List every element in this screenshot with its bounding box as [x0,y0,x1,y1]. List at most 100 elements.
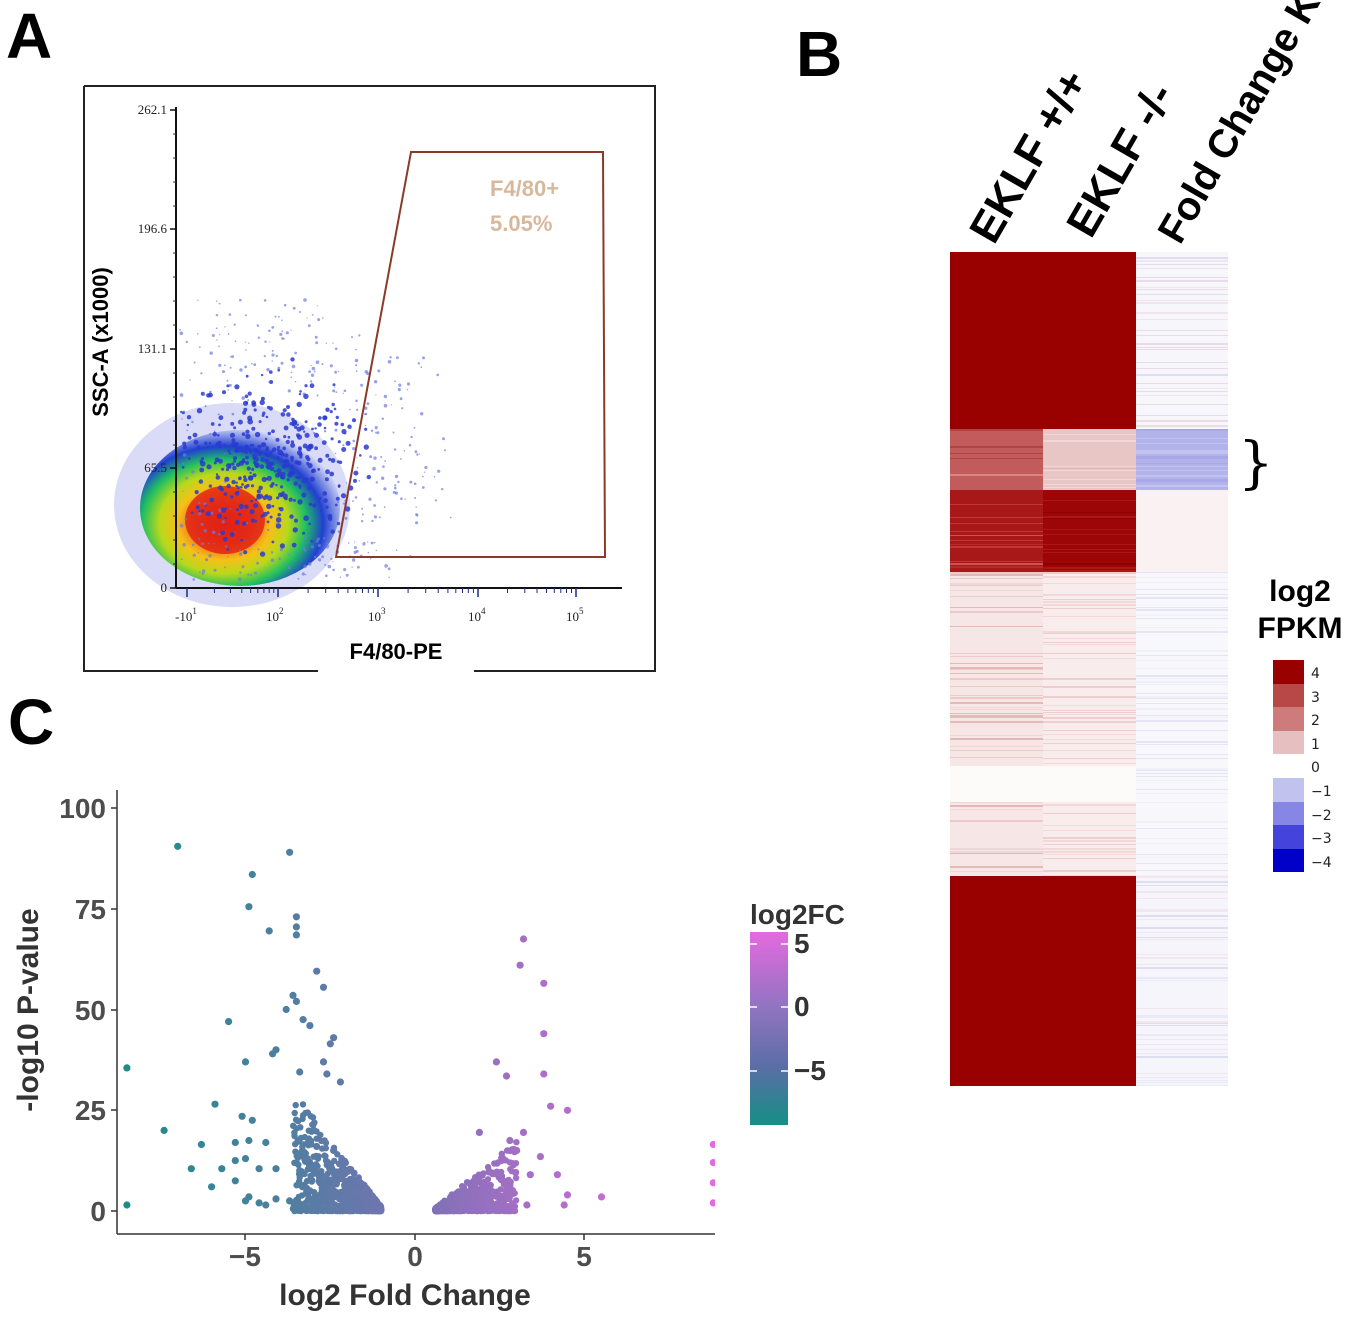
heatmap-row [1043,653,1136,654]
heatmap-row [950,702,1043,704]
volcano-point [471,1207,478,1214]
flow-event [397,480,400,484]
flow-event [383,394,388,399]
flow-event [231,400,233,402]
flow-event [228,313,232,316]
volcano-point [340,1157,347,1164]
heatmap-row [1136,368,1228,369]
flow-event [361,520,364,523]
flow-event [423,471,426,473]
heatmap-row [1043,604,1136,606]
flow-event [237,419,243,425]
flow-event [382,465,385,468]
flow-event [283,563,286,566]
flow-event [355,370,358,372]
volcano-point [297,1124,304,1131]
flow-event [267,431,271,436]
flow-event [400,497,403,501]
flow-event [436,373,440,377]
heatmap-row [1043,739,1136,740]
flow-event [328,544,330,546]
flow-event [247,418,253,425]
flow-event [224,516,227,520]
flow-event [229,452,232,455]
volcano-point [492,1170,499,1178]
heatmap-row [1043,594,1136,596]
flow-event [238,512,242,516]
x-tick-label: 5 [576,1241,592,1272]
volcano-point [306,1022,314,1030]
volcano-point [316,1179,324,1187]
flow-event [224,476,230,482]
flow-event [351,558,356,562]
flow-event [238,577,242,582]
flow-event [282,459,287,464]
heatmap-row [1136,793,1228,794]
flow-event [278,315,280,318]
flow-event [313,555,317,559]
flow-event [308,522,311,526]
flow-event [332,568,335,572]
flow-event [333,407,337,411]
legend-value: 2 [1311,713,1320,729]
flow-event [413,482,417,486]
volcano-point [160,1126,168,1134]
flow-event [370,541,374,545]
volcano-point [292,931,300,939]
flow-event [298,447,302,451]
volcano-point [174,842,182,850]
flow-event [256,324,260,327]
heatmap-row [950,446,1043,448]
flow-event [268,329,271,333]
flow-event [364,427,368,431]
flow-event [210,484,213,487]
flow-event [344,516,348,520]
heatmap-row [950,686,1043,687]
flow-event [205,511,211,517]
flow-event [314,432,319,438]
heatmap-row [1043,567,1136,569]
flow-event [214,457,220,463]
volcano-point [292,913,300,921]
volcano-point [292,1101,299,1109]
flow-event [364,413,367,416]
flow-event [287,566,291,570]
legend-swatches [1273,660,1304,872]
heatmap-row [1136,257,1228,259]
volcano-point [311,1197,318,1205]
legend-swatch [1273,802,1304,825]
volcano-point [459,1191,466,1198]
heatmap-row [1136,1008,1228,1009]
volcano-point [319,983,328,991]
heatmap-row [1136,594,1228,595]
heatmap-row [1043,714,1136,715]
flow-event [281,319,283,322]
flow-event [294,351,297,355]
heatmap-row [1136,870,1228,871]
volcano-point [308,1128,315,1135]
heatmap-row [1043,440,1136,442]
flow-event [415,506,417,508]
volcano-point [519,935,528,943]
flow-event [237,486,240,490]
flow-event [195,505,200,510]
flow-event [243,475,247,479]
flow-event [285,331,289,335]
volcano-point [496,1194,503,1201]
volcano-point [330,1168,337,1176]
flow-event [335,415,339,420]
heatmap-row [950,563,1043,565]
flow-event [299,311,302,313]
flow-event [221,520,225,524]
flow-event [292,306,296,310]
flow-event [287,435,291,439]
flow-event [245,374,249,378]
flow-event [216,513,222,519]
flow-event [310,365,312,367]
flow-event [394,474,399,479]
heatmap-row [950,504,1043,505]
flow-event [266,368,270,372]
flow-event [330,458,336,463]
flow-event [325,505,329,509]
flow-event [259,551,266,557]
